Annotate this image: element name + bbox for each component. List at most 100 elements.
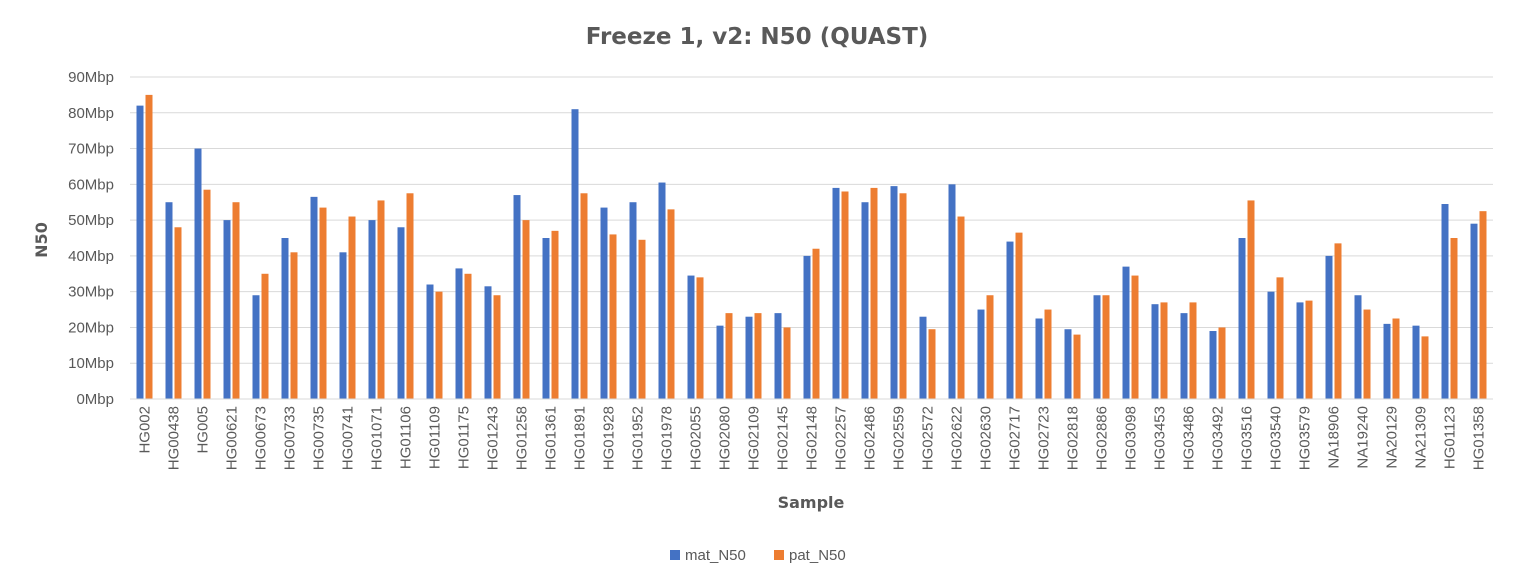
bar-pat_N50: [290, 252, 298, 399]
x-tick-label: HG02257: [833, 406, 850, 470]
x-tick-label: HG00673: [253, 406, 270, 470]
bar-pat_N50: [986, 295, 994, 399]
x-tick-label: HG02145: [775, 406, 792, 470]
bar-pat_N50: [754, 313, 762, 399]
x-tick-label: HG00735: [311, 406, 328, 470]
bar-mat_N50: [774, 313, 782, 399]
y-tick-label: 50Mbp: [68, 212, 114, 229]
bar-mat_N50: [252, 295, 260, 399]
x-tick-label: HG02080: [717, 406, 734, 470]
x-tick-label: HG01258: [514, 406, 531, 470]
bar-pat_N50: [522, 220, 530, 399]
y-tick-label: 40Mbp: [68, 248, 114, 265]
y-tick-label: 20Mbp: [68, 319, 114, 336]
bar-mat_N50: [484, 286, 492, 399]
bar-pat_N50: [203, 189, 211, 399]
x-tick-label: HG00438: [166, 406, 183, 470]
bar-pat_N50: [319, 207, 327, 399]
x-tick-label: HG02572: [920, 406, 937, 470]
bar-mat_N50: [310, 196, 318, 399]
bar-mat_N50: [716, 325, 724, 399]
x-tick-label: NA21309: [1413, 406, 1430, 469]
bar-pat_N50: [725, 313, 733, 399]
bar-mat_N50: [1180, 313, 1188, 399]
bar-pat_N50: [1102, 295, 1110, 399]
gridlines: [130, 76, 1493, 364]
bar-mat_N50: [368, 220, 376, 399]
bar-mat_N50: [136, 105, 144, 399]
bar-mat_N50: [687, 275, 695, 399]
bar-pat_N50: [174, 227, 182, 399]
x-tick-label: HG03098: [1123, 406, 1140, 470]
x-tick-label: HG01978: [659, 406, 676, 470]
x-tick-label: NA20129: [1384, 406, 1401, 469]
legend-label-mat: mat_N50: [685, 547, 746, 564]
x-tick-label: HG01358: [1471, 406, 1488, 470]
bar-pat_N50: [232, 202, 240, 399]
y-tick-label: 10Mbp: [68, 355, 114, 372]
y-tick-label: 30Mbp: [68, 284, 114, 301]
bar-mat_N50: [890, 186, 898, 399]
bar-pat_N50: [899, 193, 907, 399]
bar-pat_N50: [783, 327, 791, 399]
x-tick-label: HG03540: [1268, 406, 1285, 470]
x-tick-label: HG02886: [1094, 406, 1111, 470]
x-tick-label: HG02486: [862, 406, 879, 470]
bar-pat_N50: [1334, 243, 1342, 399]
bar-mat_N50: [861, 202, 869, 399]
x-tick-label: HG01928: [601, 406, 618, 470]
bar-pat_N50: [667, 209, 675, 399]
bar-mat_N50: [832, 187, 840, 399]
bar-mat_N50: [194, 148, 202, 399]
x-tick-label: HG005: [195, 406, 212, 454]
bar-pat_N50: [812, 248, 820, 399]
bar-mat_N50: [600, 207, 608, 399]
bar-mat_N50: [1238, 238, 1246, 399]
bar-pat_N50: [435, 291, 443, 399]
bar-mat_N50: [803, 255, 811, 399]
bar-mat_N50: [1354, 295, 1362, 399]
x-tick-label: HG02717: [1007, 406, 1024, 470]
x-tick-label: HG02055: [688, 406, 705, 470]
bar-pat_N50: [1392, 318, 1400, 399]
legend: mat_N50 pat_N50: [670, 547, 846, 564]
bar-pat_N50: [928, 329, 936, 399]
y-tick-label: 60Mbp: [68, 176, 114, 193]
bar-mat_N50: [658, 182, 666, 399]
x-tick-label: HG01109: [427, 406, 444, 469]
x-tick-label: HG02723: [1036, 406, 1053, 470]
y-tick-label: 70Mbp: [68, 141, 114, 158]
bar-pat_N50: [696, 277, 704, 399]
x-tick-label: NA18906: [1326, 406, 1343, 469]
chart-title: Freeze 1, v2: N50 (QUAST): [586, 24, 929, 50]
x-tick-label: HG01952: [630, 406, 647, 470]
x-tick-label: HG00741: [340, 406, 357, 470]
bar-pat_N50: [261, 273, 269, 399]
x-tick-label: HG02622: [949, 406, 966, 470]
bar-pat_N50: [145, 94, 153, 399]
bar-mat_N50: [1267, 291, 1275, 399]
bar-mat_N50: [629, 202, 637, 399]
legend-swatch-pat: [774, 550, 784, 560]
x-tick-label: HG02148: [804, 406, 821, 470]
bar-pat_N50: [870, 187, 878, 399]
bar-pat_N50: [1160, 302, 1168, 399]
bar-pat_N50: [1015, 232, 1023, 399]
bar-mat_N50: [223, 220, 231, 399]
bar-mat_N50: [1035, 318, 1043, 399]
bar-mat_N50: [1064, 329, 1072, 399]
bar-pat_N50: [1044, 309, 1052, 399]
bar-pat_N50: [580, 193, 588, 399]
bar-mat_N50: [1412, 325, 1420, 399]
bar-mat_N50: [1296, 302, 1304, 399]
bar-pat_N50: [377, 200, 385, 399]
x-tick-label: HG02818: [1065, 406, 1082, 470]
bar-pat_N50: [1421, 336, 1429, 399]
bar-pat_N50: [1247, 200, 1255, 399]
x-tick-label: HG03492: [1210, 406, 1227, 470]
bars: [136, 94, 1487, 399]
x-tick-label: NA19240: [1355, 406, 1372, 469]
x-axis-ticks: HG002 HG00438 HG005 HG00621 HG00673 HG00733 HG…: [137, 406, 1488, 470]
bar-mat_N50: [1325, 255, 1333, 399]
